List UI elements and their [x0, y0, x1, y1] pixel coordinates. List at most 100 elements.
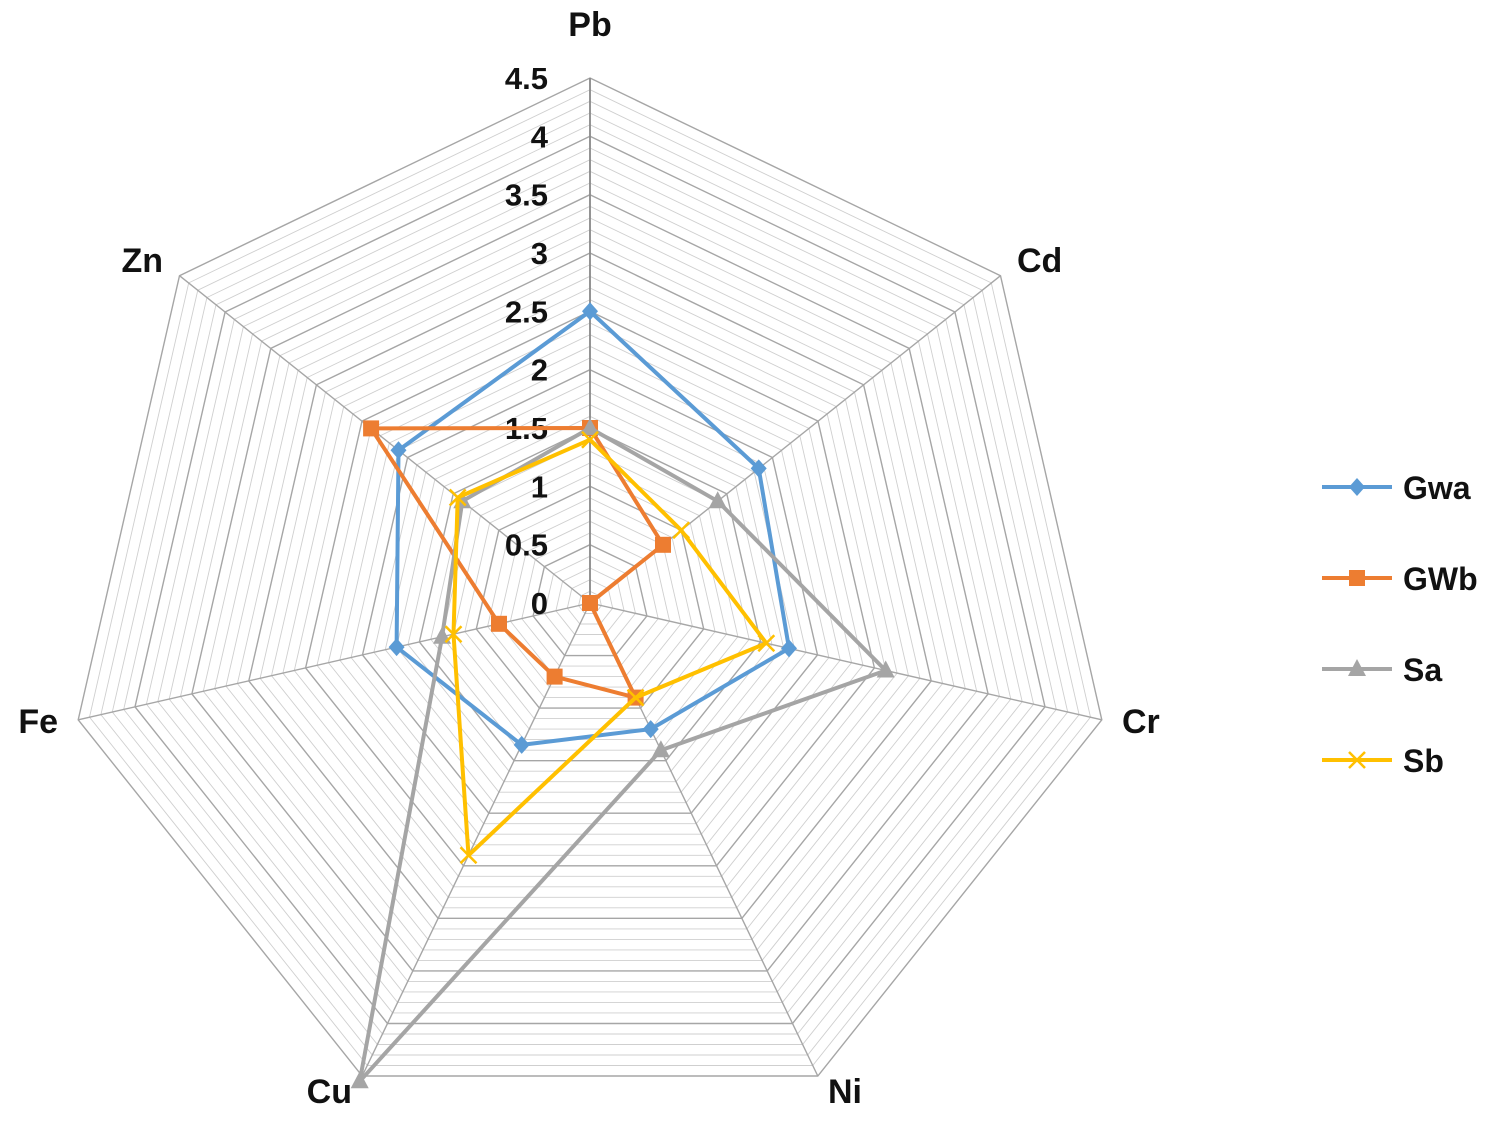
legend-marker: [1348, 751, 1366, 769]
category-label-zn: Zn: [121, 242, 163, 280]
category-label-ni: Ni: [828, 1073, 862, 1111]
data-point-gwa-cr: [781, 639, 797, 658]
legend-label: GWb: [1403, 561, 1478, 597]
data-point-sa-cu: [350, 1071, 369, 1089]
data-point-sa-ni: [651, 740, 670, 758]
legend: Gwa GWb Sa Sb: [1322, 470, 1478, 779]
category-labels: Pb Cd Cr Ni Cu Fe Zn: [18, 6, 1159, 1111]
tick-label: 4.5: [505, 61, 548, 96]
legend-marker: [1349, 478, 1365, 496]
data-point-sa-cr: [876, 660, 895, 678]
grid-ring-minor: [225, 229, 955, 940]
data-point-gwa-fe: [388, 638, 405, 657]
category-label-fe: Fe: [18, 703, 58, 741]
radar-grid: [77, 77, 1103, 1077]
data-point-gwa-ni: [642, 720, 659, 739]
grid-ring-minor: [566, 579, 614, 625]
series-line-gwb: [369, 426, 665, 700]
grid-ring-major: [134, 135, 1046, 1025]
data-point-sb-ni: [626, 688, 645, 707]
grid-ring-minor: [236, 240, 944, 930]
grid-spoke: [179, 275, 591, 604]
data-point-gwb-cd: [655, 536, 671, 553]
category-label-cd: Cd: [1017, 242, 1062, 280]
legend-item-sb: Sb: [1322, 743, 1444, 779]
legend-item-sa: Sa: [1322, 652, 1442, 688]
legend-label: Sa: [1403, 652, 1442, 688]
tick-label: 1: [531, 469, 548, 504]
grid-spoke: [589, 602, 1102, 721]
data-point-gwa-zn: [390, 441, 407, 460]
grid-ring-minor: [202, 205, 978, 961]
tick-label: 0: [531, 586, 548, 621]
data-point-sb-cd: [672, 521, 691, 540]
tick-label: 4: [531, 119, 549, 154]
grid-ring-minor: [293, 299, 887, 877]
grid-ring-minor: [168, 170, 1012, 993]
grid-ring-minor: [282, 287, 898, 888]
grid-ring-minor: [396, 404, 784, 783]
legend-marker: [1349, 570, 1365, 586]
category-label-cr: Cr: [1122, 703, 1160, 741]
grid-ring-minor: [544, 555, 636, 646]
series-line-gwa: [394, 309, 791, 747]
data-point-sb-fe: [444, 625, 463, 644]
grid-ring-minor: [214, 217, 966, 951]
grid-ring-major: [475, 485, 705, 709]
grid-ring-minor: [407, 415, 773, 772]
grid-ring-minor: [327, 334, 853, 846]
tick-label: 2.5: [505, 294, 548, 329]
radial-tick-labels: 00.511.522.533.544.5: [505, 61, 549, 621]
grid-ring-minor: [555, 567, 625, 635]
grid-ring-minor: [350, 357, 830, 825]
grid-ring-minor: [123, 124, 1057, 1035]
grid-ring-minor: [339, 345, 841, 835]
grid-ring-major: [304, 310, 876, 867]
grid-ring-minor: [453, 462, 727, 730]
data-point-sb-cu: [459, 846, 478, 865]
grid-ring-minor: [464, 474, 716, 720]
grid-ring-minor: [521, 532, 659, 667]
data-point-sb-pb: [581, 430, 599, 449]
data-point-sb-cr: [757, 634, 776, 653]
data-point-gwb-cu: [546, 668, 563, 685]
grid-ring-major: [248, 252, 932, 919]
legend-item-gwb: GWb: [1322, 561, 1478, 597]
tick-label: 3.5: [505, 178, 548, 213]
grid-ring-minor: [89, 89, 1091, 1066]
tick-label: 0.5: [505, 528, 548, 563]
grid-ring-minor: [271, 275, 909, 898]
tick-label: 2: [531, 353, 548, 388]
data-point-gwa-pb: [582, 302, 598, 321]
data-point-sb-zn: [448, 488, 467, 507]
data-point-gwa-cu: [513, 735, 530, 754]
grid-ring-minor: [373, 380, 807, 804]
grid-ring-minor: [487, 497, 693, 699]
grid-ring-minor: [180, 182, 1000, 982]
grid-ring-minor: [145, 147, 1035, 1014]
grid-ring-major: [77, 77, 1103, 1077]
data-point-sa-pb: [581, 418, 599, 435]
legend-marker: [1348, 659, 1366, 676]
data-point-gwb-zn: [363, 420, 380, 437]
grid-ring-minor: [157, 159, 1023, 1003]
legend-label: Gwa: [1403, 470, 1471, 506]
data-point-gwb-cr: [582, 595, 598, 611]
series-gwa: [388, 302, 797, 754]
series-line-sb: [451, 437, 769, 858]
grid-ring-minor: [509, 520, 671, 678]
grid-ring-major: [532, 543, 648, 657]
series-line-sa: [357, 426, 888, 1084]
data-point-sa-cd: [708, 491, 727, 509]
data-point-gwb-fe: [491, 615, 507, 632]
grid-ring-minor: [316, 322, 864, 856]
legend-label: Sb: [1403, 743, 1444, 779]
grid-ring-minor: [259, 264, 921, 909]
grid-ring-minor: [111, 112, 1069, 1045]
data-point-gwa-cd: [750, 459, 767, 478]
series-sb: [444, 430, 776, 865]
category-label-cu: Cu: [307, 1073, 352, 1111]
grid-ring-minor: [100, 100, 1080, 1056]
tick-label: 3: [531, 236, 548, 271]
